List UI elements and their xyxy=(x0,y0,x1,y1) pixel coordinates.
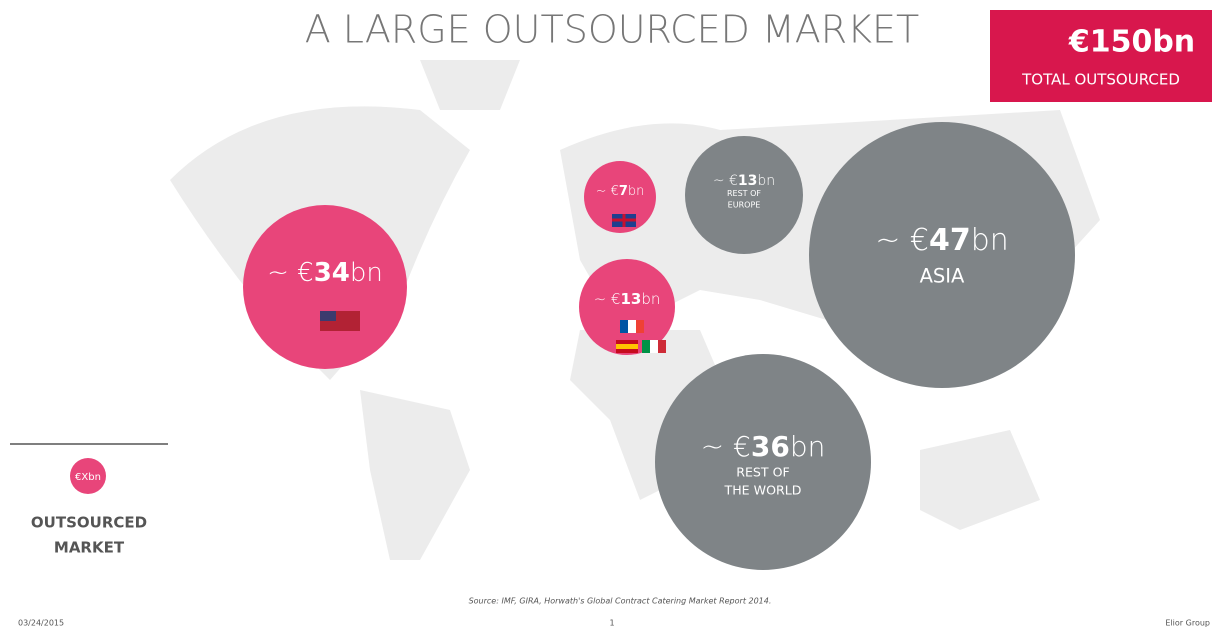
prefix: ~ € xyxy=(713,173,738,189)
bubble-value: ~ €13bn xyxy=(713,173,775,189)
amount: 13 xyxy=(620,290,641,308)
bubble-caption: EUROPE xyxy=(728,200,761,209)
bubble xyxy=(579,259,675,355)
legend-line: MARKET xyxy=(54,539,125,557)
total-value: €150bn xyxy=(1068,25,1195,60)
bubble-value: ~ €34bn xyxy=(267,258,383,288)
page-number: 1 xyxy=(609,619,614,628)
bubble-caption: REST OF xyxy=(736,465,790,480)
unit: bn xyxy=(641,290,660,308)
bubble-value: ~ €36bn xyxy=(701,430,826,463)
prefix: ~ € xyxy=(701,430,751,463)
title: A LARGE OUTSOURCED MARKET xyxy=(305,8,920,52)
prefix: ~ € xyxy=(596,184,619,199)
bubble xyxy=(584,161,656,233)
amount: 47 xyxy=(929,223,971,258)
bubble xyxy=(809,122,1075,388)
legend-symbol xyxy=(70,458,106,494)
bubble-value: ~ €47bn xyxy=(875,223,1009,258)
amount: 7 xyxy=(619,184,628,199)
unit: bn xyxy=(350,258,383,288)
amount: 13 xyxy=(738,173,757,189)
amount: 34 xyxy=(314,258,350,288)
prefix: ~ € xyxy=(594,290,621,308)
bubble-value: ~ €7bn xyxy=(596,184,645,199)
bubble-caption: REST OF xyxy=(727,189,761,198)
total-box xyxy=(990,10,1212,102)
amount: 36 xyxy=(751,430,790,463)
unit: bn xyxy=(790,430,826,463)
prefix: ~ € xyxy=(875,223,929,258)
company: Elior Group xyxy=(1165,619,1210,628)
prefix: ~ € xyxy=(267,258,314,288)
flags xyxy=(320,214,666,353)
total-label: TOTAL OUTSOURCED xyxy=(1021,71,1180,89)
unit: bn xyxy=(971,223,1009,258)
legend-symbol-label: €Xbn xyxy=(75,472,101,483)
bubble-value: ~ €13bn xyxy=(594,290,661,308)
bubble xyxy=(685,136,803,254)
legend-line: OUTSOURCED xyxy=(31,514,147,532)
date: 03/24/2015 xyxy=(18,619,64,628)
bubble xyxy=(243,205,407,369)
unit: bn xyxy=(628,184,645,199)
unit: bn xyxy=(757,173,775,189)
source: Source: IMF, GIRA, Horwath's Global Cont… xyxy=(469,597,772,606)
bubble-caption: THE WORLD xyxy=(724,482,802,497)
bubble xyxy=(655,354,871,570)
bubble-caption: ASIA xyxy=(920,265,965,288)
